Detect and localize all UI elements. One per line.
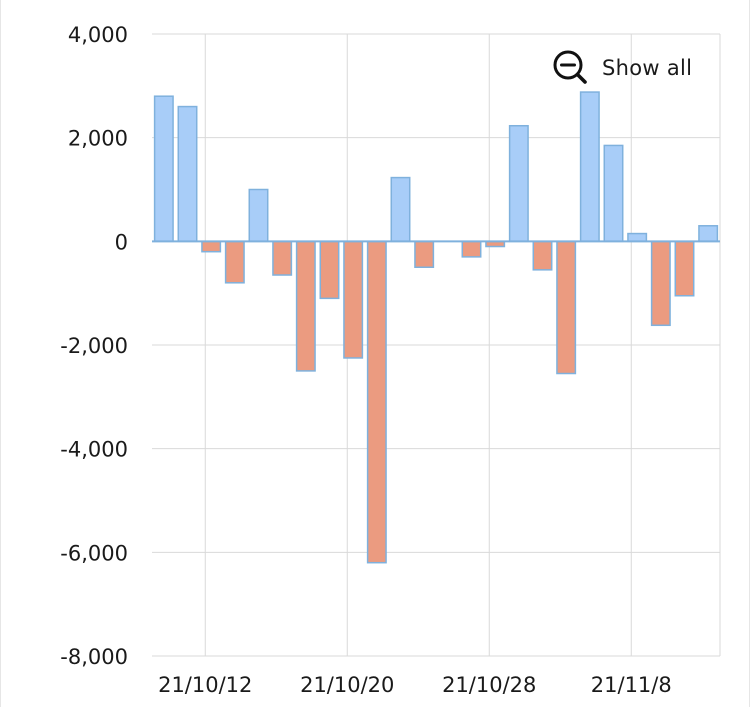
bar bbox=[177, 105, 198, 243]
bar bbox=[343, 240, 364, 359]
bar bbox=[650, 240, 671, 327]
bar bbox=[366, 240, 387, 564]
bar bbox=[414, 240, 435, 268]
show-all-label: Show all bbox=[602, 56, 693, 80]
x-tick-label: 21/10/20 bbox=[300, 673, 394, 697]
bar bbox=[272, 240, 293, 276]
bar bbox=[698, 225, 719, 243]
bar bbox=[461, 240, 482, 258]
bar bbox=[674, 240, 695, 297]
bar bbox=[295, 240, 316, 372]
x-axis-labels: 21/10/12 21/10/20 21/10/28 21/11/8 bbox=[158, 673, 672, 697]
bar bbox=[224, 240, 245, 284]
bar bbox=[603, 144, 624, 243]
bar bbox=[579, 91, 600, 243]
bar bbox=[153, 95, 174, 243]
x-tick-label: 21/10/28 bbox=[442, 673, 536, 697]
y-tick-label: 0 bbox=[115, 230, 128, 254]
zoom-out-icon bbox=[553, 50, 587, 84]
y-tick-label: -6,000 bbox=[60, 541, 128, 565]
bar bbox=[248, 188, 269, 243]
y-tick-label: 4,000 bbox=[68, 23, 128, 47]
bars bbox=[153, 91, 719, 564]
bar bbox=[319, 240, 340, 300]
y-tick-label: -2,000 bbox=[60, 334, 128, 358]
y-tick-label: -4,000 bbox=[60, 438, 128, 462]
x-tick-label: 21/10/12 bbox=[158, 673, 252, 697]
bar bbox=[508, 124, 529, 243]
bar bbox=[627, 232, 648, 243]
y-axis-labels: 4,000 2,000 0 -2,000 -4,000 -6,000 -8,000 bbox=[60, 23, 128, 669]
grid-lines bbox=[152, 33, 721, 657]
bar bbox=[532, 240, 553, 271]
x-tick-label: 21/11/8 bbox=[591, 673, 672, 697]
bar bbox=[390, 176, 411, 243]
y-tick-label: 2,000 bbox=[68, 127, 128, 151]
show-all-button[interactable]: Show all bbox=[552, 48, 692, 88]
bar bbox=[201, 240, 222, 253]
bar bbox=[556, 240, 577, 375]
y-tick-label: -8,000 bbox=[60, 645, 128, 669]
